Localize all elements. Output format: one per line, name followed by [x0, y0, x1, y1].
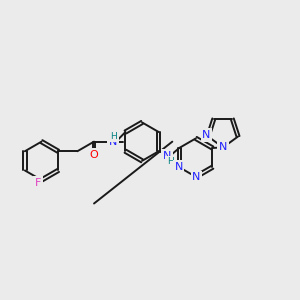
Text: N: N	[219, 142, 227, 152]
Text: F: F	[34, 178, 41, 188]
Text: H: H	[110, 132, 117, 141]
Text: N: N	[109, 136, 117, 147]
Text: N: N	[174, 162, 183, 172]
Text: N: N	[163, 151, 171, 161]
Text: H: H	[167, 158, 173, 166]
Text: N: N	[202, 130, 211, 140]
Text: O: O	[90, 150, 98, 160]
Text: N: N	[192, 172, 201, 182]
